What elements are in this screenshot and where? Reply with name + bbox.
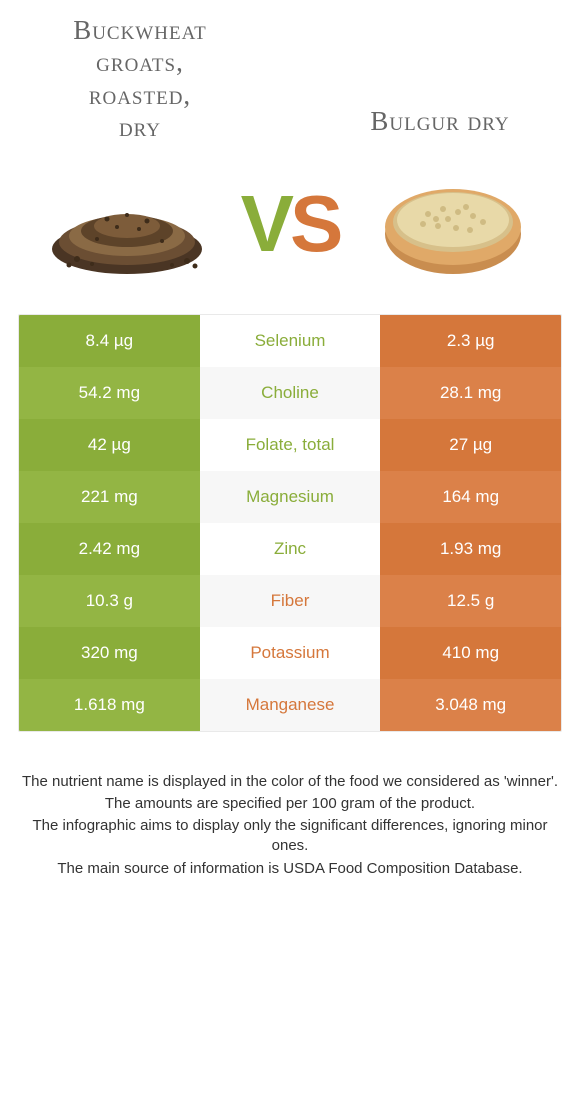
nutrient-name: Folate, total (200, 419, 381, 471)
right-value: 2.3 µg (380, 315, 561, 367)
table-row: 1.618 mgManganese3.048 mg (19, 679, 561, 731)
table-row: 8.4 µgSelenium2.3 µg (19, 315, 561, 367)
table-row: 42 µgFolate, total27 µg (19, 419, 561, 471)
right-value: 3.048 mg (380, 679, 561, 731)
title-right: Bulgur dry (370, 106, 509, 136)
footnote-line: The amounts are specified per 100 gram o… (20, 794, 560, 814)
nutrient-name: Zinc (200, 523, 381, 575)
table-row: 10.3 gFiber12.5 g (19, 575, 561, 627)
nutrient-table: 8.4 µgSelenium2.3 µg54.2 mgCholine28.1 m… (18, 314, 562, 732)
footnotes: The nutrient name is displayed in the co… (20, 772, 560, 879)
nutrient-name: Manganese (200, 679, 381, 731)
left-value: 320 mg (19, 627, 200, 679)
versus-row: VS (0, 144, 580, 314)
left-value: 221 mg (19, 471, 200, 523)
nutrient-name: Magnesium (200, 471, 381, 523)
table-row: 320 mgPotassium410 mg (19, 627, 561, 679)
table-row: 54.2 mgCholine28.1 mg (19, 367, 561, 419)
right-value: 164 mg (380, 471, 561, 523)
left-value: 42 µg (19, 419, 200, 471)
right-value: 1.93 mg (380, 523, 561, 575)
food-title-right: Bulgur dry (330, 105, 550, 143)
nutrient-name: Selenium (200, 315, 381, 367)
right-value: 410 mg (380, 627, 561, 679)
footnote-line: The main source of information is USDA F… (20, 859, 560, 879)
footnote-line: The infographic aims to display only the… (20, 816, 560, 857)
title-left-line4: dry (119, 112, 161, 142)
table-row: 221 mgMagnesium164 mg (19, 471, 561, 523)
footnote-line: The nutrient name is displayed in the co… (20, 772, 560, 792)
buckwheat-icon (47, 164, 207, 284)
right-value: 28.1 mg (380, 367, 561, 419)
nutrient-name: Fiber (200, 575, 381, 627)
food-title-left: Buckwheat groats, roasted, dry (30, 14, 250, 144)
nutrient-name: Potassium (200, 627, 381, 679)
title-left-line1: Buckwheat (73, 15, 207, 45)
vs-v: V (241, 179, 290, 268)
title-left-line3: roasted, (89, 80, 191, 110)
right-value: 27 µg (380, 419, 561, 471)
right-value: 12.5 g (380, 575, 561, 627)
bulgur-icon (373, 164, 533, 284)
left-value: 8.4 µg (19, 315, 200, 367)
left-value: 10.3 g (19, 575, 200, 627)
title-left-line2: groats, (96, 47, 184, 77)
header: Buckwheat groats, roasted, dry Bulgur dr… (0, 0, 580, 144)
vs-label: VS (241, 178, 340, 270)
vs-s: S (290, 179, 339, 268)
left-value: 54.2 mg (19, 367, 200, 419)
nutrient-name: Choline (200, 367, 381, 419)
left-value: 2.42 mg (19, 523, 200, 575)
left-value: 1.618 mg (19, 679, 200, 731)
table-row: 2.42 mgZinc1.93 mg (19, 523, 561, 575)
